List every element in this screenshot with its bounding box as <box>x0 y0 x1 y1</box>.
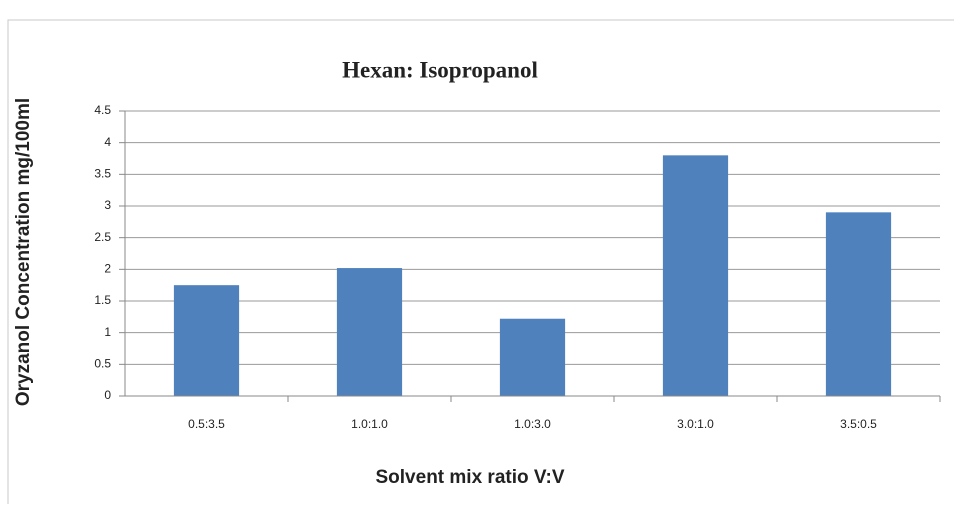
y-tick-label: 1.5 <box>94 293 111 307</box>
chart-title: Hexan: Isopropanol <box>342 57 538 82</box>
x-tick-label: 1.0:1.0 <box>351 417 388 431</box>
y-tick-label: 2.5 <box>94 230 111 244</box>
y-tick-label: 4.5 <box>94 103 111 117</box>
chart-frame <box>7 19 954 509</box>
bar <box>336 268 403 396</box>
bar <box>173 285 240 396</box>
x-tick-label: 3.0:1.0 <box>677 417 714 431</box>
bar <box>825 212 892 396</box>
y-tick-label: 3.5 <box>94 167 111 181</box>
y-axis-label: Oryzanol Concentration mg/100ml <box>13 98 34 406</box>
x-tick-label: 0.5:3.5 <box>188 417 225 431</box>
y-tick-label: 3 <box>104 198 111 212</box>
y-tick-label: 0 <box>104 388 111 402</box>
x-tick-label: 1.0:3.0 <box>514 417 551 431</box>
y-tick-label: 1 <box>104 325 111 339</box>
bar <box>499 318 566 396</box>
y-tick-label: 4 <box>104 135 111 149</box>
y-tick-label: 2 <box>104 262 111 276</box>
x-tick-label: 3.5:0.5 <box>840 417 877 431</box>
x-axis-label: Solvent mix ratio V:V <box>376 467 565 488</box>
bar <box>662 155 729 396</box>
y-tick-label: 0.5 <box>94 357 111 371</box>
